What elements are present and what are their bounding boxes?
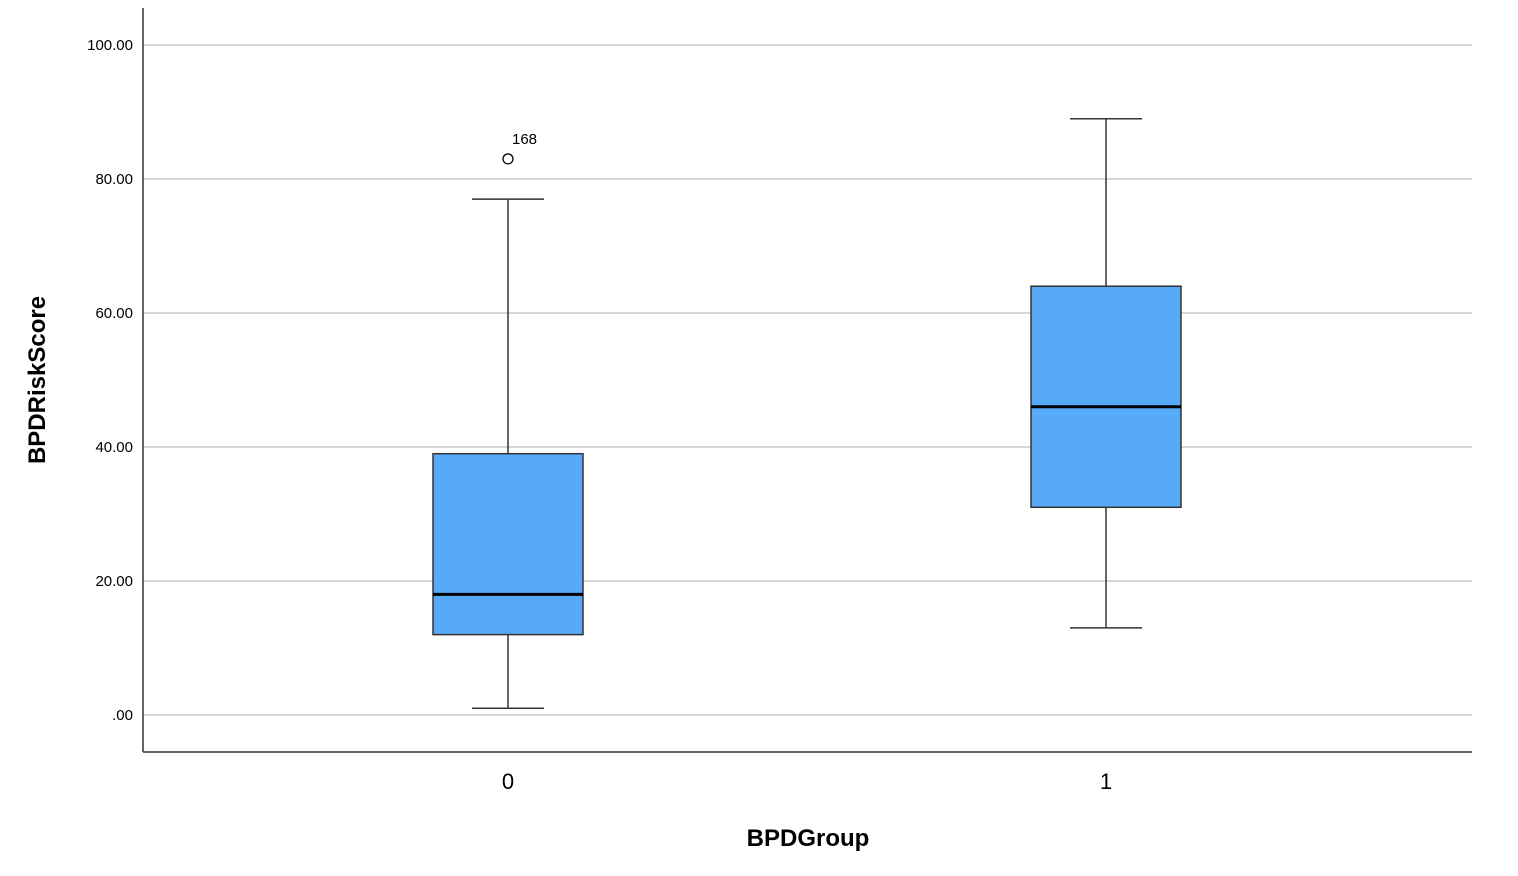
- box-group-0: 168: [432, 131, 584, 710]
- gridlines: [143, 44, 1472, 716]
- x-tick-label: 1: [1100, 769, 1112, 794]
- axes: [142, 8, 1472, 753]
- outlier-point: [502, 153, 514, 165]
- y-tick-label: 80.00: [95, 171, 133, 188]
- y-tick-label: 40.00: [95, 439, 133, 456]
- boxes: 168: [432, 117, 1182, 710]
- y-tick-label: 60.00: [95, 305, 133, 322]
- x-tick-label: 0: [502, 769, 514, 794]
- outlier-label: 168: [512, 131, 537, 148]
- y-tick-label: .00: [112, 707, 133, 724]
- x-axis-title: BPDGroup: [747, 825, 870, 852]
- y-tick-labels: .00 20.00 40.00 60.00 80.00 100.00: [87, 37, 133, 724]
- iqr-box: [432, 452, 584, 636]
- iqr-box: [1030, 285, 1182, 509]
- y-axis-title: BPDRiskScore: [24, 296, 51, 464]
- box-group-1: [1030, 117, 1182, 629]
- y-tick-label: 100.00: [87, 37, 133, 54]
- y-tick-label: 20.00: [95, 573, 133, 590]
